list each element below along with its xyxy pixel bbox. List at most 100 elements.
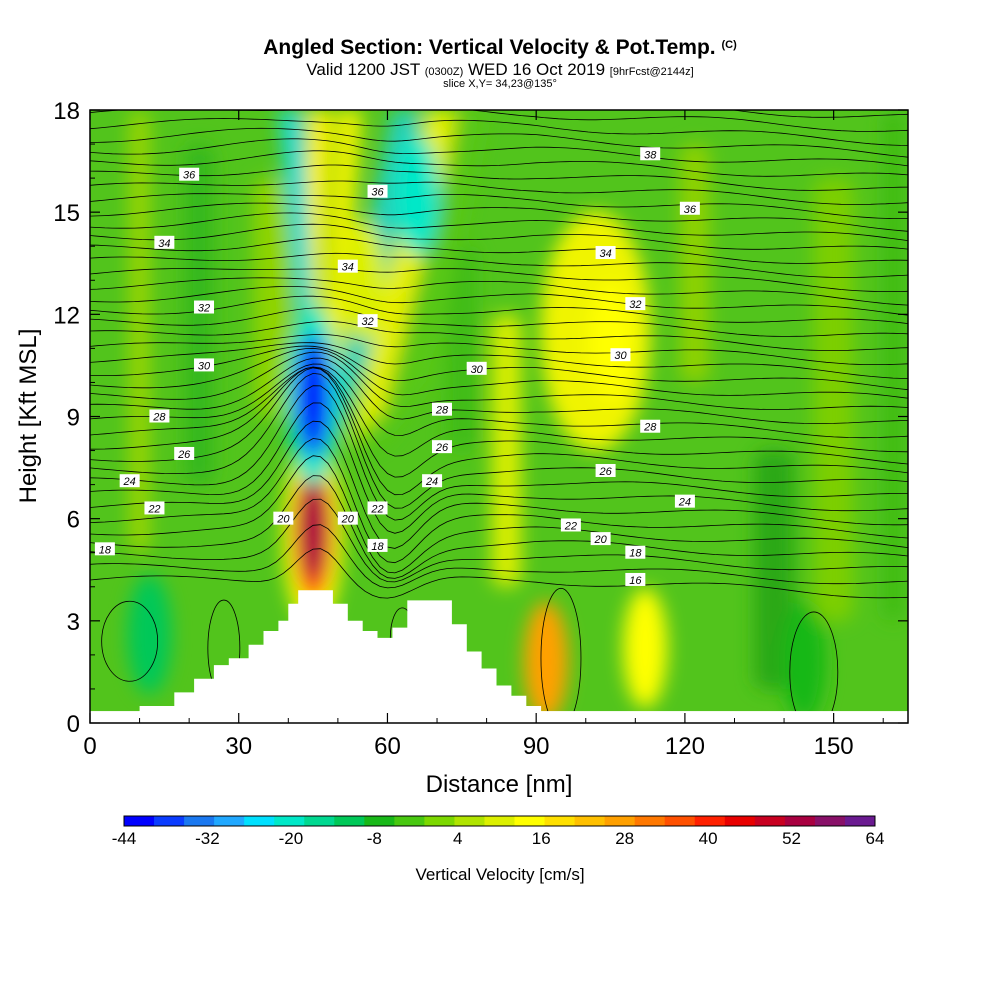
theta-contour [90, 320, 908, 351]
x-tick-label: 120 [665, 733, 705, 760]
velocity-field [127, 110, 904, 722]
contour-label-text: 18 [99, 544, 112, 556]
y-axis-label: Height [Kft MSL] [15, 329, 42, 504]
velocity-extremum [340, 220, 385, 341]
contour-label-text: 16 [629, 575, 642, 587]
contour-label-text: 30 [614, 350, 627, 362]
theta-contour [90, 548, 908, 599]
contour-label: 36 [679, 201, 700, 216]
theta-contour [90, 402, 908, 534]
forecast-info: [9hrFcst@2144z] [609, 66, 694, 78]
velocity-band [813, 178, 854, 621]
colorbar-tick-label: 28 [615, 829, 634, 848]
contour-label-bg [367, 184, 388, 198]
contour-label: 32 [194, 300, 215, 315]
velocity-extremum [781, 601, 826, 722]
colorbar-swatch [214, 816, 245, 826]
terrain [139, 590, 542, 723]
contour-label-text: 18 [629, 548, 642, 560]
contour-label-text: 28 [435, 405, 449, 417]
contour-label-bg [149, 409, 170, 423]
theta-contours [90, 110, 908, 723]
contour-label-bg [595, 463, 616, 477]
contour-label-bg [144, 501, 165, 515]
contour-label-text: 36 [183, 170, 196, 182]
colorbar-tick-label: -8 [367, 829, 382, 848]
theta-contour [90, 277, 908, 306]
colorbar-swatch [574, 816, 606, 826]
theta-contour [90, 455, 908, 574]
contour-label-bg [357, 314, 378, 328]
colorbar: -44 -32 -20 -8 4 16 28 40 52 64 [112, 815, 884, 848]
contour-label-text: 28 [643, 422, 657, 434]
contour-label: 16 [625, 572, 646, 587]
velocity-band [253, 178, 294, 417]
contour-label-bg [194, 358, 215, 372]
theta-contour [90, 237, 908, 264]
colorbar-swatch [814, 816, 846, 826]
contour-label-bg [625, 572, 646, 586]
theta-contour [90, 193, 908, 220]
velocity-extremum [623, 588, 668, 709]
contour-label-bg [679, 201, 700, 215]
velocity-band [883, 110, 904, 621]
theta-contour [90, 295, 908, 324]
x-tick-label: 150 [814, 733, 854, 760]
contour-labels: 38 36 36 36 34 34 34 32 32 32 30 30 30 28 28 28 26 26 26 24… [94, 147, 700, 587]
colorbar-swatch [364, 816, 395, 826]
contour-label-bg [560, 518, 581, 532]
colorbar-swatch [694, 816, 726, 826]
theta-contour [90, 345, 908, 391]
contour-label: 20 [337, 511, 358, 526]
contour-label-bg [154, 235, 175, 249]
colorbar-tick-label: -44 [112, 829, 137, 848]
colorbar-swatch [634, 816, 666, 826]
slice-info: slice X,Y= 34,23@135° [443, 78, 557, 90]
contour-label: 22 [144, 501, 165, 515]
contour-label: 18 [625, 545, 646, 560]
theta-contour [90, 150, 908, 177]
contour-label-text: 26 [598, 466, 612, 478]
colorbar-swatch [454, 816, 485, 826]
contour-label: 30 [610, 348, 631, 362]
velocity-extremum [127, 574, 172, 695]
theta-contour [90, 367, 908, 496]
low-level-contour [101, 600, 159, 682]
valid-date: WED 16 Oct 2019 [468, 60, 606, 79]
colorbar-swatch [604, 816, 636, 826]
y-tick-label: 3 [67, 609, 80, 636]
ground-strip [90, 711, 908, 723]
x-tick-label: 90 [523, 733, 550, 760]
contour-label-bg [466, 361, 487, 375]
contour-label: 34 [154, 235, 175, 250]
contour-label-text: 20 [341, 514, 355, 526]
theta-contour [90, 475, 908, 579]
colorbar-swatch [334, 816, 365, 826]
colorbar-swatch [424, 816, 455, 826]
y-tick-label: 15 [53, 200, 80, 227]
contour-label: 34 [337, 259, 358, 274]
theta-contour [90, 366, 908, 457]
title-unit: (C) [721, 39, 737, 51]
plot-area: 38 36 36 36 34 34 34 32 32 32 30 30 30 28 28 28 26 26 26 24… [90, 110, 908, 723]
contour-label-bg [640, 147, 661, 161]
title-text: Angled Section: Vertical Velocity & Pot.… [263, 36, 716, 59]
contour-label-bg [337, 259, 358, 273]
theta-contour [90, 138, 908, 167]
colorbar-swatch [784, 816, 816, 826]
theta-contour [90, 212, 908, 241]
contour-label-bg [610, 348, 631, 362]
theta-contour [90, 438, 908, 564]
contour-label-text: 20 [276, 514, 290, 526]
contour-label: 24 [674, 494, 695, 509]
theta-contour [90, 366, 908, 478]
colorbar-swatch [184, 816, 215, 826]
contour-label-text: 24 [678, 497, 691, 509]
contour-label: 34 [595, 246, 616, 260]
colorbar-tick-label: 52 [782, 829, 801, 848]
y-tick-label: 9 [67, 405, 80, 432]
colorbar-swatch [844, 816, 876, 826]
contour-label-text: 34 [342, 262, 354, 274]
colorbar-swatch [274, 816, 305, 826]
